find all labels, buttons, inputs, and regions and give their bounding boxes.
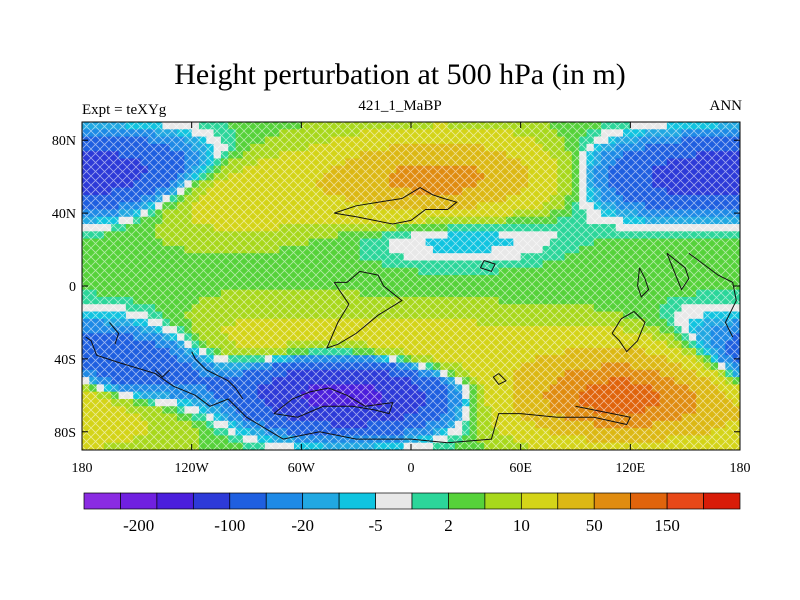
colorbar-swatch <box>83 492 121 510</box>
colorbar-swatch <box>630 492 668 510</box>
chart-title: Height perturbation at 500 hPa (in m) <box>174 58 626 91</box>
coastline <box>273 387 394 418</box>
y-axis-ticks: 80N 40N 0 40S 80S <box>52 134 740 441</box>
y-tick-label: 40N <box>52 207 76 222</box>
coastline <box>325 270 403 349</box>
colorbar-label: 150 <box>654 516 680 535</box>
season-label: ANN <box>709 98 743 114</box>
coastline <box>688 252 737 338</box>
colorbar-swatch <box>448 492 486 510</box>
coastline <box>109 322 120 345</box>
colorbar-swatch <box>229 492 267 510</box>
coastlines <box>85 187 737 444</box>
run-label: 421_1_MaBP <box>358 98 442 114</box>
colorbar-swatch <box>338 492 376 510</box>
colorbar-label: -200 <box>123 516 154 535</box>
colorbar-swatch <box>703 492 741 510</box>
coastline <box>492 373 507 386</box>
mesh-overlay <box>82 122 740 450</box>
colorbar-label: 10 <box>513 516 530 535</box>
y-tick-label: 0 <box>69 280 76 295</box>
colorbar-swatch <box>192 492 231 510</box>
colorbar-swatch <box>520 492 559 510</box>
colorbar-swatch <box>265 492 304 510</box>
colorbar-swatch <box>411 492 449 510</box>
x-tick-label: 60W <box>288 461 316 476</box>
x-tick-label: 60E <box>509 461 532 476</box>
colorbar: -200 -100 -20 -5 2 10 50 150 <box>83 492 741 535</box>
coastline <box>334 187 458 225</box>
coastline <box>479 260 496 273</box>
coastline <box>666 252 690 291</box>
colorbar-swatch <box>593 492 632 510</box>
x-axis-ticks: 180 120W 60W 0 60E 120E 180 <box>72 122 751 476</box>
colorbar-swatch <box>156 492 194 510</box>
coastline <box>191 351 244 400</box>
x-tick-label: 120E <box>616 461 646 476</box>
x-tick-label: 180 <box>730 461 751 476</box>
colorbar-swatch <box>375 492 413 510</box>
colorbar-label: -5 <box>368 516 382 535</box>
x-tick-label: 120W <box>175 461 210 476</box>
colorbar-swatch <box>557 492 595 510</box>
x-tick-label: 0 <box>408 461 415 476</box>
colorbar-swatch <box>302 492 340 510</box>
x-tick-label: 180 <box>72 461 93 476</box>
experiment-label: Expt = teXYg <box>82 102 167 118</box>
colorbar-label: -100 <box>214 516 245 535</box>
y-tick-label: 80N <box>52 134 76 149</box>
y-tick-label: 80S <box>54 426 76 441</box>
colorbar-label: 2 <box>444 516 453 535</box>
coastline <box>611 310 646 353</box>
y-tick-label: 40S <box>54 353 76 368</box>
colorbar-swatch <box>666 492 704 510</box>
colorbar-label: 50 <box>586 516 603 535</box>
colorbar-swatch <box>484 492 522 510</box>
colorbar-swatch <box>120 492 158 510</box>
colorbar-label: -20 <box>291 516 314 535</box>
coastline <box>85 336 632 444</box>
coastline <box>154 369 171 378</box>
coastline <box>637 267 650 298</box>
